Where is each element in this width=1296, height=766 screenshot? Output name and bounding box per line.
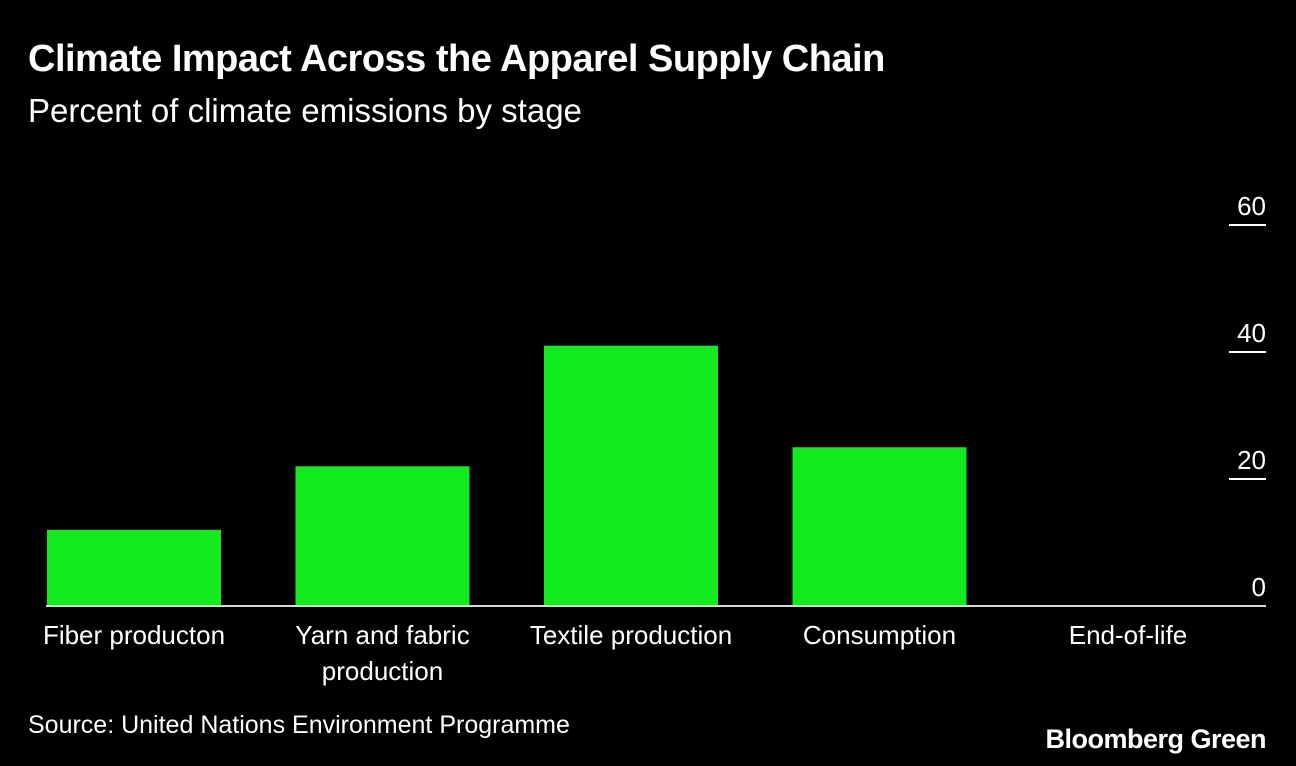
category-label-0: Fiber producton [43, 620, 225, 650]
source-note: Source: United Nations Environment Progr… [28, 711, 570, 739]
y-axis-ticks: 0 20 40 60 [1229, 191, 1266, 602]
chart-subtitle: Percent of climate emissions by stage [28, 92, 582, 129]
bar-1 [295, 466, 470, 606]
y-tick-label-0: 0 [1252, 572, 1266, 602]
bar-2 [544, 345, 718, 606]
category-label-2: Textile production [530, 620, 732, 650]
bar-0 [47, 529, 221, 606]
y-tick-label-3: 60 [1237, 191, 1266, 221]
brand-logo-text: Bloomberg Green [1045, 724, 1266, 754]
category-label-1: Yarn and fabric production [295, 620, 469, 686]
y-tick-label-2: 40 [1237, 318, 1266, 348]
chart-title: Climate Impact Across the Apparel Supply… [28, 38, 885, 80]
category-label-3: Consumption [803, 620, 956, 650]
y-tick-label-1: 20 [1237, 445, 1266, 475]
bars-layer [47, 345, 967, 606]
category-labels: Fiber producton Yarn and fabric production… [43, 620, 1187, 686]
bar-3 [792, 447, 967, 606]
category-label-4: End-of-life [1069, 620, 1188, 650]
